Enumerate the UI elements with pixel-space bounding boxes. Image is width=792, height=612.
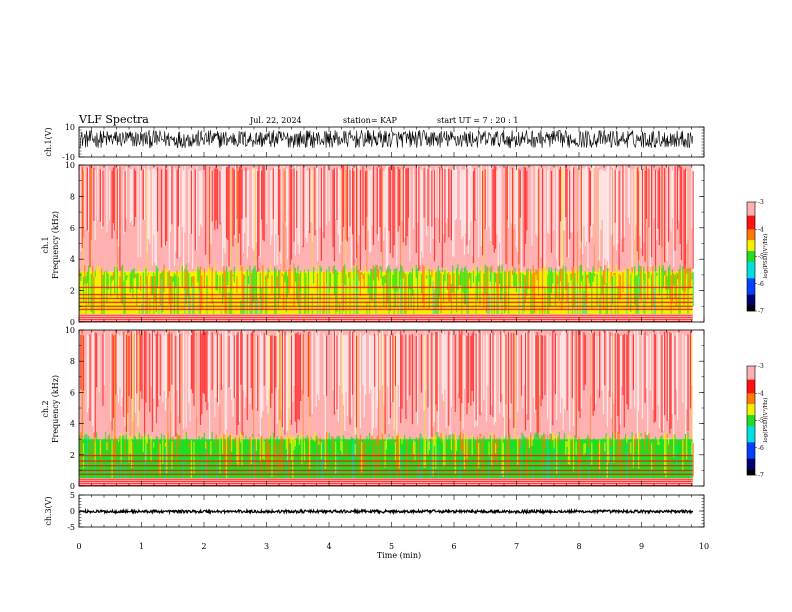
ch2-frequency-ylabel: Frequency (kHz) — [51, 375, 60, 443]
x-tick-label: 3 — [264, 542, 269, 551]
ch1-spectrogram-ytick: 10 — [65, 161, 75, 170]
ch3-waveform-ytick: -5 — [67, 523, 75, 532]
ch2-spectrogram-panel: 0 2 4 6 8 10 — [65, 326, 705, 491]
x-tick-label: 0 — [76, 542, 81, 551]
x-tick-label: 8 — [576, 542, 581, 551]
ch2-spectrogram-colorbar-tick: -6 — [758, 445, 764, 452]
ch1-spectrogram-colorbar-tick: -4 — [758, 226, 764, 233]
ch2-spectrogram-colorbar-tick: -7 — [758, 472, 764, 479]
ch1-spectrogram-ytick: 0 — [70, 318, 75, 327]
x-axis-label: Time (min) — [377, 551, 421, 560]
ch2-spectrogram-ytick: 4 — [70, 420, 75, 429]
ch1-spectrogram-colorbar-tick: -5 — [758, 254, 764, 261]
ch3-waveform-ytick: 5 — [70, 491, 75, 500]
ch3-waveform-panel: 5 0 -5 — [67, 491, 705, 532]
ch1-colorbar-label: log(PSD)(V²/Hz) — [762, 234, 769, 279]
ch1-spectrogram-ytick: 4 — [70, 255, 75, 264]
x-tick-label: 7 — [514, 542, 519, 551]
ch2-spectrogram-colorbar-tick: -3 — [758, 363, 764, 370]
header-start-time: start UT = 7 : 20 : 1 — [437, 116, 518, 125]
header-date: Jul. 22, 2024 — [249, 116, 302, 125]
ch2-colorbar: -3 -4 -5 -6 -7 — [746, 363, 764, 479]
ch3-waveform-trace — [78, 507, 694, 516]
x-tick-label: 10 — [699, 542, 709, 551]
ch1-colorbar: -3 -4 -5 -6 -7 — [746, 199, 764, 315]
ch2-colorbar-label: log(PSD)(V²/Hz) — [762, 398, 769, 443]
ch1-channel-label: ch.1 — [41, 236, 50, 253]
ch1-frequency-ylabel: Frequency (kHz) — [51, 211, 60, 279]
x-tick-label: 6 — [451, 542, 456, 551]
ch1-spectrogram-ytick: 2 — [70, 287, 75, 296]
ch1-spectrogram-colorbar-tick: -7 — [758, 308, 764, 315]
ch2-spectrogram-ytick: 8 — [70, 357, 75, 366]
ch2-spectrogram-colorbar-tick: -5 — [758, 418, 764, 425]
ch1-spectrogram-ytick: 8 — [70, 192, 75, 201]
ch1-waveform-panel: 10 -10 — [62, 123, 705, 162]
x-tick-label: 5 — [389, 542, 394, 551]
ch1-spectrogram-colorbar-tick: -3 — [758, 199, 764, 206]
ch1-waveform-trace — [79, 129, 693, 149]
x-axis-ticks: 0 1 2 3 4 5 6 7 8 9 10 — [76, 542, 709, 551]
x-tick-label: 9 — [639, 542, 644, 551]
ch1-spectrogram-colorbar-tick: -6 — [758, 281, 764, 288]
ch1-waveform-ytick: -10 — [62, 153, 75, 162]
ch1-spectrogram-ytick: 6 — [70, 224, 75, 233]
figure-title: VLF Spectra — [78, 113, 149, 126]
x-tick-label: 1 — [139, 542, 144, 551]
ch2-spectrogram-ytick: 2 — [70, 451, 75, 460]
ch1-waveform-ytick: 10 — [65, 123, 75, 132]
x-tick-label: 4 — [326, 542, 331, 551]
x-tick-label: 2 — [201, 542, 206, 551]
ch3-waveform-ylabel: ch.3(V) — [44, 496, 53, 525]
ch2-spectrogram-ytick: 0 — [70, 482, 75, 491]
header-station: station= KAP — [343, 116, 398, 125]
ch2-channel-label: ch.2 — [41, 400, 50, 417]
ch1-waveform-ylabel: ch.1(V) — [44, 127, 53, 156]
ch2-spectrogram-colorbar-tick: -4 — [758, 390, 764, 397]
ch2-spectrogram-ytick: 6 — [70, 388, 75, 397]
ch1-spectrogram-panel: 0 2 4 6 8 10 — [65, 161, 705, 327]
ch3-waveform-ytick: 0 — [70, 507, 75, 516]
ch2-spectrogram-ytick: 10 — [65, 326, 75, 335]
